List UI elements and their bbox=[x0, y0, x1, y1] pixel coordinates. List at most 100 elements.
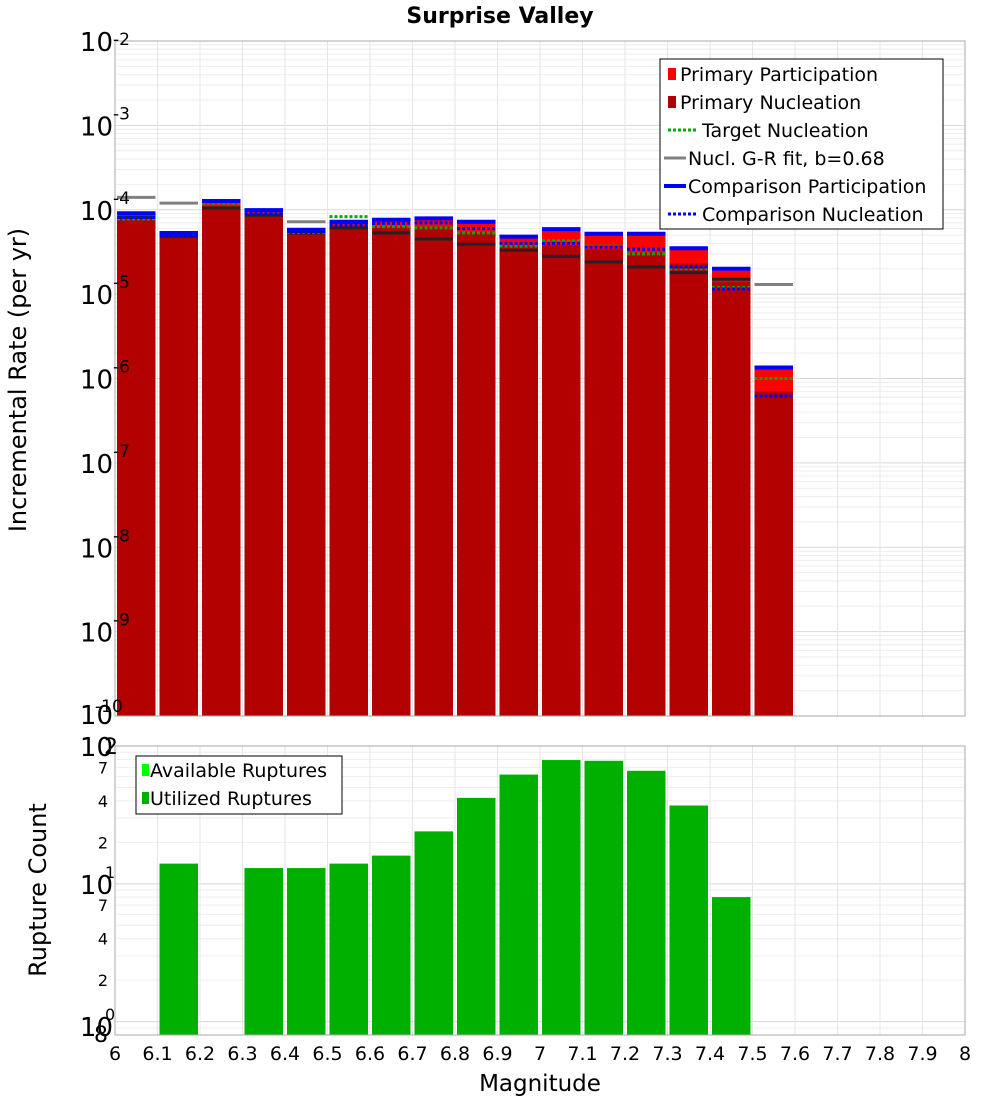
y-tick-label: 10 bbox=[80, 366, 113, 396]
x-tick-label: 6.3 bbox=[227, 1043, 257, 1065]
bar-utilized-ruptures bbox=[542, 760, 581, 1035]
legend-label: Nucl. G-R fit, b=0.68 bbox=[688, 148, 885, 170]
x-tick-label: 7.5 bbox=[737, 1043, 767, 1065]
y-tick-label: 4 bbox=[98, 930, 108, 949]
legend: Primary Participation Primary Nucleation T… bbox=[659, 58, 944, 230]
x-tick-label: 7.2 bbox=[610, 1043, 640, 1065]
y-tick-label: 4 bbox=[98, 792, 108, 811]
y-tick-label: 2 bbox=[98, 833, 108, 852]
bar-utilized-ruptures bbox=[159, 863, 198, 1035]
x-tick-label: 6.8 bbox=[440, 1043, 470, 1065]
bar-utilized-ruptures bbox=[457, 797, 496, 1035]
bar-primary-nucleation bbox=[627, 252, 666, 716]
bar-primary-nucleation bbox=[712, 281, 751, 716]
y-tick-labels: 10-210-310-410-510-610-710-810 -910-10 bbox=[80, 28, 130, 731]
bar-utilized-ruptures bbox=[244, 868, 283, 1035]
y-tick-exponent: -2 bbox=[113, 30, 130, 50]
y-tick-exponent: -7 bbox=[113, 442, 130, 462]
bar-primary-nucleation bbox=[414, 226, 453, 716]
x-axis-label: Magnitude bbox=[479, 1071, 601, 1097]
x-tick-label: 6.2 bbox=[185, 1043, 215, 1065]
bar-primary-nucleation bbox=[542, 245, 581, 717]
chart-title: Surprise Valley bbox=[406, 4, 593, 29]
bar-primary-nucleation bbox=[669, 263, 708, 716]
bar-utilized-ruptures bbox=[627, 770, 666, 1035]
legend-label: Primary Nucleation bbox=[680, 92, 861, 114]
x-tick-label: 6.4 bbox=[270, 1043, 300, 1065]
legend-label: Comparison Nucleation bbox=[702, 204, 924, 226]
y-tick-exponent: -8 bbox=[113, 526, 130, 546]
legend-swatch bbox=[142, 792, 149, 804]
y-tick-exponent: -4 bbox=[113, 189, 130, 209]
legend-swatch bbox=[142, 764, 149, 776]
y-tick-exponent: 2 bbox=[104, 735, 118, 760]
legend-swatch bbox=[668, 96, 676, 108]
y-tick-exponent: -9 bbox=[113, 611, 130, 631]
y-tick-exponent: 1 bbox=[105, 863, 115, 882]
bar-primary-nucleation bbox=[372, 226, 411, 716]
x-tick-label: 8 bbox=[959, 1043, 971, 1065]
bars bbox=[159, 760, 751, 1035]
y-axis-label: Rupture Count bbox=[24, 803, 52, 977]
y-tick-label: 10 bbox=[80, 197, 113, 227]
x-tick-label: 7.4 bbox=[695, 1043, 725, 1065]
bar-primary-nucleation bbox=[584, 249, 623, 716]
overlay-lines bbox=[117, 195, 793, 398]
y-tick-label: 10 bbox=[80, 281, 113, 311]
bar-primary-nucleation bbox=[754, 391, 793, 716]
x-tick-labels: 6 6.1 6.2 6.3 6.4 6.5 6.6 6.7 6.8 6.9 7 7.1 7.2 7.3 7.… bbox=[109, 1043, 971, 1065]
bar-primary-nucleation bbox=[499, 245, 538, 717]
y-tick-label: 7 bbox=[98, 896, 108, 915]
legend: Available Ruptures Utilized Ruptures bbox=[135, 755, 343, 815]
y-tick-label: 10 bbox=[80, 450, 113, 480]
y-tick-exponent: -5 bbox=[113, 273, 130, 293]
y-tick-label: 10 bbox=[80, 871, 113, 901]
y-tick-label: 8 bbox=[94, 1023, 108, 1048]
legend-label: Target Nucleation bbox=[701, 120, 869, 142]
x-tick-label: 6 bbox=[109, 1043, 121, 1065]
plot-frame bbox=[114, 40, 966, 717]
y-axis-label: Incremental Rate (per yr) bbox=[4, 228, 32, 532]
x-tick-label: 6.6 bbox=[355, 1043, 385, 1065]
bar-primary-nucleation bbox=[287, 233, 326, 716]
y-tick-label: 10 bbox=[80, 1013, 113, 1043]
y-tick-exponent: 0 bbox=[105, 1005, 115, 1024]
x-tick-label: 7.9 bbox=[907, 1043, 937, 1065]
x-tick-label: 7.6 bbox=[780, 1043, 810, 1065]
y-tick-exponent: -6 bbox=[113, 358, 130, 378]
bar-utilized-ruptures bbox=[669, 805, 708, 1035]
x-tick-label: 7 bbox=[534, 1043, 546, 1065]
bar-primary-nucleation bbox=[329, 227, 368, 716]
bar-primary-nucleation bbox=[202, 206, 241, 716]
legend-box bbox=[135, 755, 343, 815]
legend-label: Comparison Participation bbox=[688, 176, 926, 198]
bar-utilized-ruptures bbox=[287, 868, 326, 1035]
x-tick-label: 7.8 bbox=[865, 1043, 895, 1065]
x-tick-label: 6.5 bbox=[312, 1043, 342, 1065]
bar-primary-nucleation bbox=[117, 217, 156, 716]
bar-utilized-ruptures bbox=[372, 855, 411, 1035]
legend-swatch bbox=[668, 68, 676, 80]
plot-frame bbox=[114, 745, 966, 1036]
y-tick-label: 2 bbox=[98, 971, 108, 990]
bar-utilized-ruptures bbox=[584, 760, 623, 1035]
y-tick-label: 10 bbox=[80, 733, 113, 763]
legend-label: Available Ruptures bbox=[150, 760, 327, 782]
bar-primary-nucleation bbox=[159, 236, 198, 716]
y-tick-label: 10 bbox=[80, 701, 113, 731]
y-tick-label: 10 bbox=[80, 112, 113, 142]
y-tick-label: 7 bbox=[98, 758, 108, 777]
y-tick-label: 10 bbox=[80, 28, 113, 58]
x-tick-label: 6.9 bbox=[482, 1043, 512, 1065]
bars bbox=[117, 201, 793, 717]
bar-utilized-ruptures bbox=[499, 774, 538, 1035]
y-tick-exponent: -10 bbox=[95, 697, 123, 717]
bar-primary-nucleation bbox=[244, 214, 283, 716]
y-tick-label: 10 bbox=[80, 534, 113, 564]
bar-primary-nucleation bbox=[457, 232, 496, 716]
bar-utilized-ruptures bbox=[712, 897, 751, 1035]
